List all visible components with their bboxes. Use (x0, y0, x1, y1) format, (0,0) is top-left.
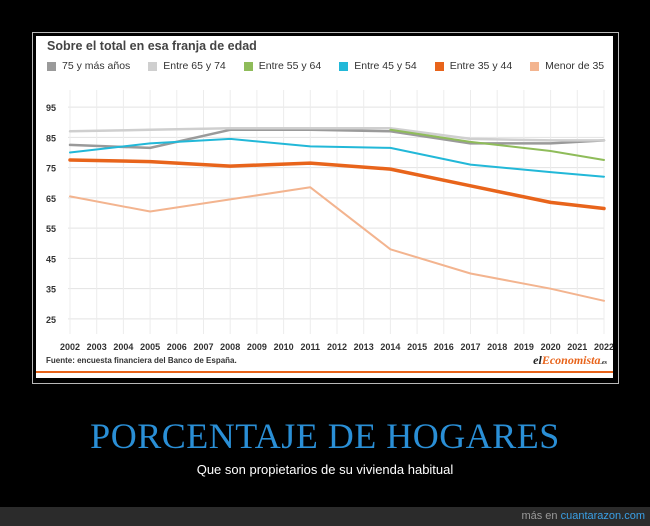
series-line (69, 186, 605, 302)
chart-card: 95 85 75 65 55 45 35 25 2002 2003 2004 2005 2006 2007… (36, 36, 613, 378)
x-tick-label: 2005 (140, 342, 160, 352)
chart-source: Fuente: encuesta financiera del Banco de… (46, 356, 237, 365)
y-tick-label: 55 (46, 224, 56, 234)
x-tick-label: 2017 (460, 342, 480, 352)
legend-label: 75 y más años (62, 60, 131, 72)
chart-legend: 75 y más años Entre 65 y 74 Entre 55 y 64 E… (47, 60, 604, 72)
legend-swatch (148, 61, 158, 71)
line-chart: 95 85 75 65 55 45 35 25 2002 2003 2004 2005 2006 2007… (46, 90, 613, 352)
x-tick-label: 2020 (541, 342, 561, 352)
headline: PORCENTAJE DE HOGARES (90, 416, 560, 456)
y-tick-label: 85 (46, 133, 56, 143)
orange-divider (36, 371, 613, 373)
x-tick-label: 2015 (407, 342, 427, 352)
series-line (389, 128, 605, 161)
x-tick-label: 2010 (274, 342, 294, 352)
series-line (68, 158, 606, 211)
legend-item: Entre 35 y 44 (434, 60, 513, 72)
x-tick-label: 2007 (193, 342, 213, 352)
brand-accent: Economista (541, 353, 601, 367)
legend-item: Entre 65 y 74 (148, 60, 226, 72)
x-tick-label: 2004 (113, 342, 133, 352)
footer-link[interactable]: cuantarazon.com (560, 510, 645, 522)
x-tick-label: 2021 (567, 342, 587, 352)
legend-label: Entre 45 y 54 (354, 60, 417, 72)
x-tick-label: 2003 (87, 342, 107, 352)
legend-swatch (243, 61, 253, 71)
series-line (68, 128, 606, 150)
x-tick-label: 2022 (594, 342, 613, 352)
legend-swatch (434, 61, 444, 71)
x-tick-label: 2013 (354, 342, 374, 352)
y-tick-label: 95 (46, 103, 56, 113)
series-line (69, 137, 605, 178)
y-tick-label: 45 (46, 254, 56, 264)
x-tick-label: 2008 (220, 342, 240, 352)
x-tick-label: 2016 (434, 342, 454, 352)
legend-swatch (47, 61, 56, 71)
subheadline: Que son propietarios de su vivienda habi… (196, 462, 454, 477)
x-tick-label: 2019 (514, 342, 534, 352)
x-tick-label: 2018 (487, 342, 507, 352)
footer-bar: más en cuantarazon.com (0, 507, 650, 526)
chart-title: Sobre el total en esa franja de edad (47, 39, 257, 53)
y-tick-label: 35 (46, 285, 56, 295)
legend-swatch (339, 61, 349, 71)
y-tick-label: 75 (46, 164, 56, 174)
brand-logo: elEconomista.es (533, 353, 607, 368)
legend-label: Menor de 35 (545, 60, 605, 72)
series-line (68, 127, 606, 142)
legend-item: 75 y más años (47, 60, 130, 72)
y-tick-label: 25 (46, 315, 56, 325)
footer-prefix: más en (521, 510, 561, 522)
x-tick-label: 2011 (301, 342, 321, 352)
x-tick-label: 2014 (380, 342, 400, 352)
legend-item: Entre 45 y 54 (339, 60, 417, 72)
x-tick-label: 2009 (247, 342, 267, 352)
legend-item: Menor de 35 (530, 60, 604, 72)
legend-item: Entre 55 y 64 (243, 60, 322, 72)
x-tick-label: 2006 (167, 342, 187, 352)
footer-text: más en cuantarazon.com (521, 510, 645, 522)
y-tick-label: 65 (46, 194, 56, 204)
brand-suffix: .es (600, 360, 608, 366)
legend-label: Entre 35 y 44 (449, 60, 513, 72)
legend-label: Entre 65 y 74 (163, 60, 226, 72)
legend-label: Entre 55 y 64 (258, 60, 322, 72)
legend-swatch (530, 61, 540, 71)
x-tick-label: 2002 (60, 342, 80, 352)
brand-prefix: el (533, 353, 542, 367)
x-tick-label: 2012 (327, 342, 347, 352)
